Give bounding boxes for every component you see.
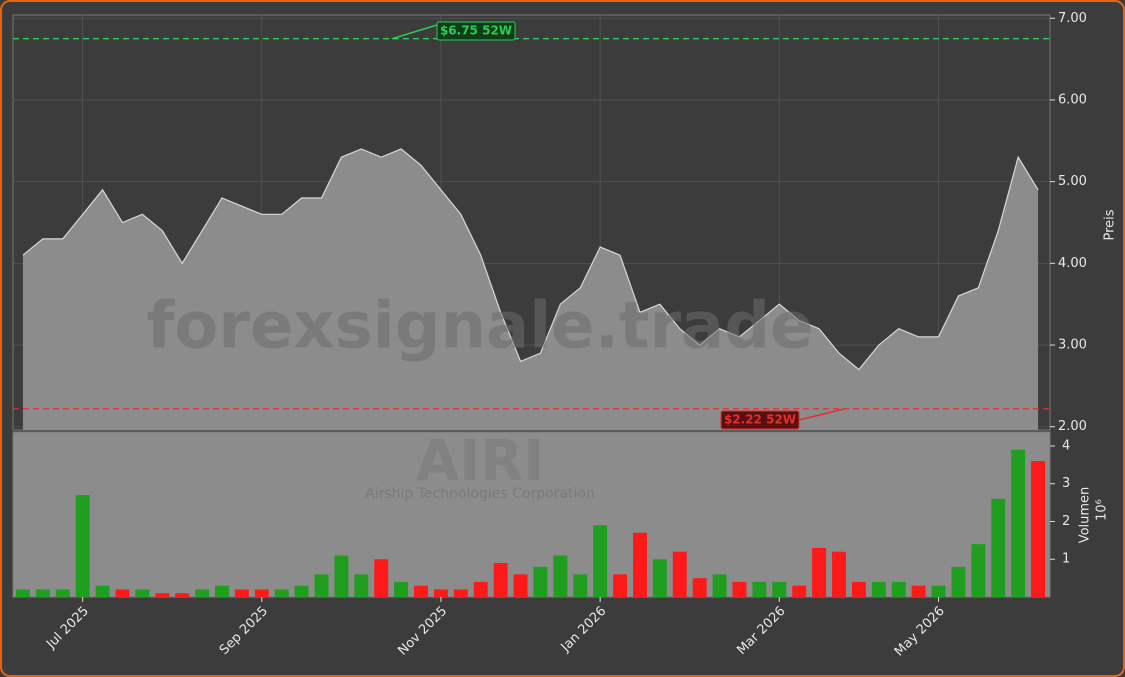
volume-bar bbox=[254, 589, 269, 597]
volume-bar bbox=[55, 589, 70, 597]
y-tick-label: 7.00 bbox=[1058, 11, 1087, 26]
volume-panel bbox=[12, 431, 1051, 598]
volume-bar bbox=[891, 581, 906, 597]
volume-bar bbox=[951, 566, 966, 597]
volume-bar bbox=[772, 581, 787, 597]
volume-bar bbox=[573, 574, 588, 597]
volume-bar bbox=[394, 581, 409, 597]
volume-bar bbox=[871, 581, 886, 597]
volume-bar bbox=[931, 585, 946, 597]
volume-bar bbox=[215, 585, 229, 597]
volume-bar bbox=[613, 574, 628, 597]
volume-bar bbox=[433, 589, 448, 597]
ticker-watermark: AIRI bbox=[416, 429, 544, 494]
y2-tick-label: 1 bbox=[1062, 552, 1070, 567]
volume-bar bbox=[195, 589, 210, 597]
y-tick-label: 2.00 bbox=[1058, 419, 1087, 434]
volume-bar bbox=[234, 589, 249, 597]
volume-bar bbox=[155, 593, 170, 597]
volume-bar bbox=[374, 559, 389, 597]
y2-axis-unit: 10⁶ bbox=[1095, 499, 1110, 521]
volume-bar bbox=[1011, 449, 1026, 597]
volume-bar bbox=[95, 585, 110, 597]
volume-bar bbox=[75, 495, 90, 597]
volume-bar bbox=[752, 581, 767, 597]
volume-bar bbox=[593, 525, 608, 597]
volume-bar bbox=[513, 574, 528, 597]
volume-bar bbox=[553, 555, 568, 597]
volume-bar bbox=[175, 593, 190, 597]
low-label: $2.22 52W bbox=[724, 413, 796, 427]
volume-bar bbox=[115, 589, 130, 597]
volume-bar bbox=[334, 555, 349, 597]
volume-bar bbox=[493, 563, 508, 597]
company-watermark: Airship Technologies Corporation bbox=[365, 486, 595, 502]
volume-bar bbox=[911, 585, 926, 597]
high-label-box bbox=[436, 21, 516, 41]
volume-bar bbox=[15, 589, 30, 597]
volume-bar bbox=[792, 585, 807, 597]
volume-bar bbox=[1031, 461, 1046, 597]
y2-axis-title: Volumen bbox=[1078, 487, 1093, 544]
volume-bar bbox=[314, 574, 329, 597]
volume-bar bbox=[991, 498, 1006, 597]
watermark: forexsignale.trade bbox=[147, 290, 814, 364]
volume-bar bbox=[851, 581, 866, 597]
low-label-box bbox=[720, 410, 800, 430]
y-tick-label: 4.00 bbox=[1058, 256, 1087, 271]
volume-bar bbox=[354, 574, 369, 597]
y2-tick-label: 4 bbox=[1062, 438, 1070, 453]
volume-bar bbox=[672, 551, 687, 597]
volume-bar bbox=[414, 585, 428, 597]
volume-bar bbox=[533, 566, 548, 597]
volume-bar bbox=[712, 574, 727, 597]
volume-bar bbox=[35, 589, 50, 597]
volume-bar bbox=[652, 559, 667, 597]
y2-tick-label: 3 bbox=[1062, 476, 1070, 491]
price-line bbox=[22, 148, 1039, 371]
y-tick-label: 5.00 bbox=[1058, 174, 1087, 189]
volume-bar bbox=[812, 547, 827, 597]
high-label: $6.75 52W bbox=[440, 24, 512, 38]
y-tick-label: 3.00 bbox=[1058, 338, 1087, 353]
price-area bbox=[22, 148, 1039, 430]
volume-bar bbox=[971, 544, 986, 597]
volume-bar bbox=[633, 532, 647, 597]
y-tick-label: 6.00 bbox=[1058, 92, 1087, 107]
volume-bar bbox=[832, 551, 846, 597]
volume-bar bbox=[692, 578, 707, 597]
volume-bar bbox=[453, 589, 468, 597]
volume-bar bbox=[135, 589, 150, 597]
volume-bar bbox=[473, 581, 488, 597]
volume-bar bbox=[294, 585, 309, 597]
volume-bar bbox=[732, 581, 747, 597]
high-arrow bbox=[391, 24, 438, 40]
y-axis-title: Preis bbox=[1103, 209, 1118, 240]
y2-tick-label: 2 bbox=[1062, 514, 1070, 529]
low-arrow bbox=[798, 408, 846, 421]
volume-bar bbox=[274, 589, 289, 597]
